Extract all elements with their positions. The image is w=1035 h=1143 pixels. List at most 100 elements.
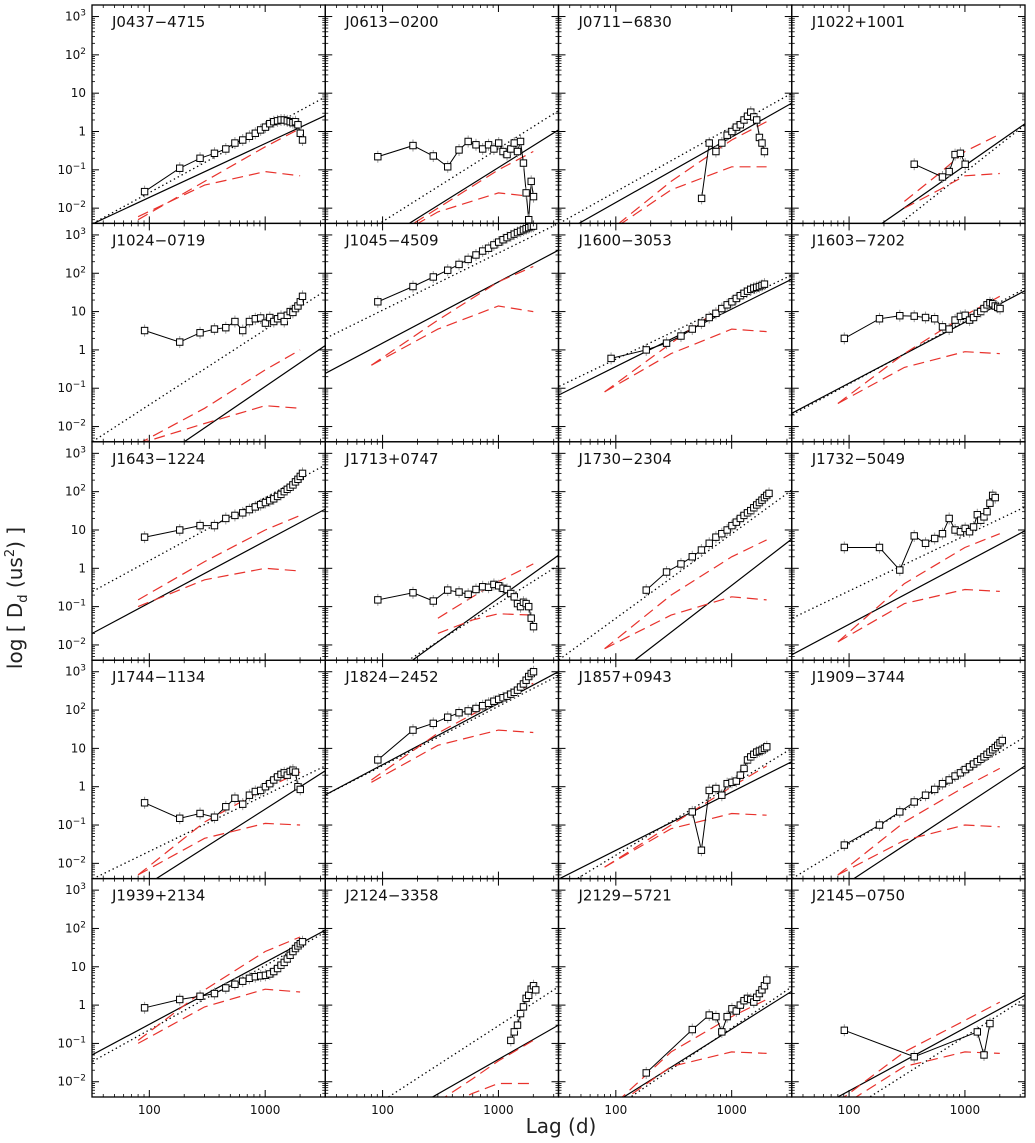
data-point <box>662 339 671 347</box>
data-point <box>222 803 230 811</box>
data-point <box>507 1036 515 1045</box>
dashed-lower-curve <box>854 1051 1000 1097</box>
panel-title: J1909−3744 <box>811 668 905 686</box>
panel-frame <box>557 659 793 880</box>
data-point <box>718 139 726 147</box>
data-point <box>409 726 417 734</box>
y-tick-label: 102 <box>65 47 86 62</box>
model-line <box>622 990 792 1097</box>
data-point <box>732 1007 740 1015</box>
data-point <box>472 141 480 149</box>
data-point <box>945 167 953 176</box>
y-tick-label: 10−1 <box>57 162 86 177</box>
data-point <box>732 518 740 526</box>
panel: J1603−7202 <box>791 222 1026 443</box>
data-point <box>930 785 939 794</box>
data-point <box>222 984 230 992</box>
y-tick-label: 10−1 <box>57 1035 86 1050</box>
y-tick-label: 10−1 <box>57 817 86 832</box>
panel-title: J1939+2134 <box>111 887 205 905</box>
panel: J1022+1001 <box>791 4 1026 225</box>
data-point <box>677 560 685 568</box>
plot-area <box>558 740 792 879</box>
panel-title: J2145−0750 <box>811 887 905 905</box>
data-point <box>642 346 650 354</box>
plot-area <box>558 274 792 396</box>
model-line <box>577 102 792 224</box>
dotted-line <box>558 92 792 224</box>
data-point <box>705 786 713 795</box>
data-point <box>294 121 302 129</box>
data-point <box>736 1001 745 1009</box>
data-point <box>176 526 184 534</box>
y-tick-label: 10 <box>71 960 86 974</box>
dashed-lower-curve <box>137 567 301 608</box>
data-point <box>736 121 745 129</box>
x-tick-label: 1000 <box>716 1103 747 1117</box>
data-point <box>712 309 720 318</box>
data-point <box>444 713 452 721</box>
data-point <box>472 251 480 259</box>
panel-title: J1857+0943 <box>578 668 672 686</box>
y-axis-label: log [ Dd (us2) ] <box>3 527 31 669</box>
plot-area <box>387 979 559 1097</box>
panel: J1024−0719 10−2 10−1 1 10 102 103 <box>57 222 326 443</box>
data-point <box>921 791 930 799</box>
dotted-line <box>92 96 326 224</box>
data-point <box>298 938 307 946</box>
axis-labels: Lag (d) log [ Dd (us2) ] <box>3 527 596 1138</box>
dotted-line <box>92 464 326 593</box>
panel-frame <box>324 659 560 880</box>
model-line <box>92 508 326 635</box>
plot-area <box>836 994 1025 1097</box>
y-tick-label: 102 <box>65 702 86 717</box>
data-point <box>529 192 538 201</box>
model-line <box>633 538 792 661</box>
data-point <box>494 139 503 147</box>
x-tick-label: 100 <box>371 1103 394 1117</box>
y-tick-label: 10−1 <box>57 599 86 614</box>
data-point <box>728 127 736 136</box>
data-point <box>455 709 463 717</box>
data-point <box>464 137 472 146</box>
data-point <box>245 791 254 799</box>
data-point <box>969 313 978 322</box>
panel-title: J1600−3053 <box>578 231 672 249</box>
dashed-upper-curve <box>621 998 767 1097</box>
plot-area <box>92 929 326 1063</box>
data-point <box>705 139 713 147</box>
dotted-line <box>92 765 326 879</box>
data-point <box>516 137 525 146</box>
panel: J1732−5049 <box>791 441 1026 661</box>
y-tick-label: 10−1 <box>57 380 86 395</box>
model-line <box>92 115 326 224</box>
plot-area <box>791 734 1025 879</box>
data-point <box>697 846 706 854</box>
data-point <box>705 539 713 547</box>
model-line <box>880 123 1025 224</box>
data-point <box>231 317 239 326</box>
panel: J2124−3358 100 1000 <box>324 877 560 1117</box>
plot-area <box>92 464 326 635</box>
data-point <box>510 139 518 147</box>
data-point <box>490 145 498 153</box>
y-tick-label: 10 <box>71 741 86 755</box>
x-axis-label: Lag (d) <box>526 1114 597 1138</box>
dotted-line <box>92 931 326 1063</box>
y-axis-label-superscript: 2 <box>3 549 18 557</box>
data-point <box>532 986 540 994</box>
data-point <box>522 189 530 197</box>
data-point <box>840 543 849 552</box>
data-point <box>705 1011 713 1019</box>
data-point <box>210 325 219 333</box>
y-tick-label: 103 <box>65 664 86 679</box>
dashed-lower-curve <box>137 988 301 1044</box>
data-point <box>986 499 994 507</box>
data-point <box>519 159 528 167</box>
data-point <box>210 149 219 157</box>
data-point <box>951 316 959 324</box>
data-point <box>516 1009 525 1018</box>
data-point <box>464 255 472 264</box>
dashed-upper-curve <box>604 539 767 650</box>
panel-frame <box>91 222 326 443</box>
